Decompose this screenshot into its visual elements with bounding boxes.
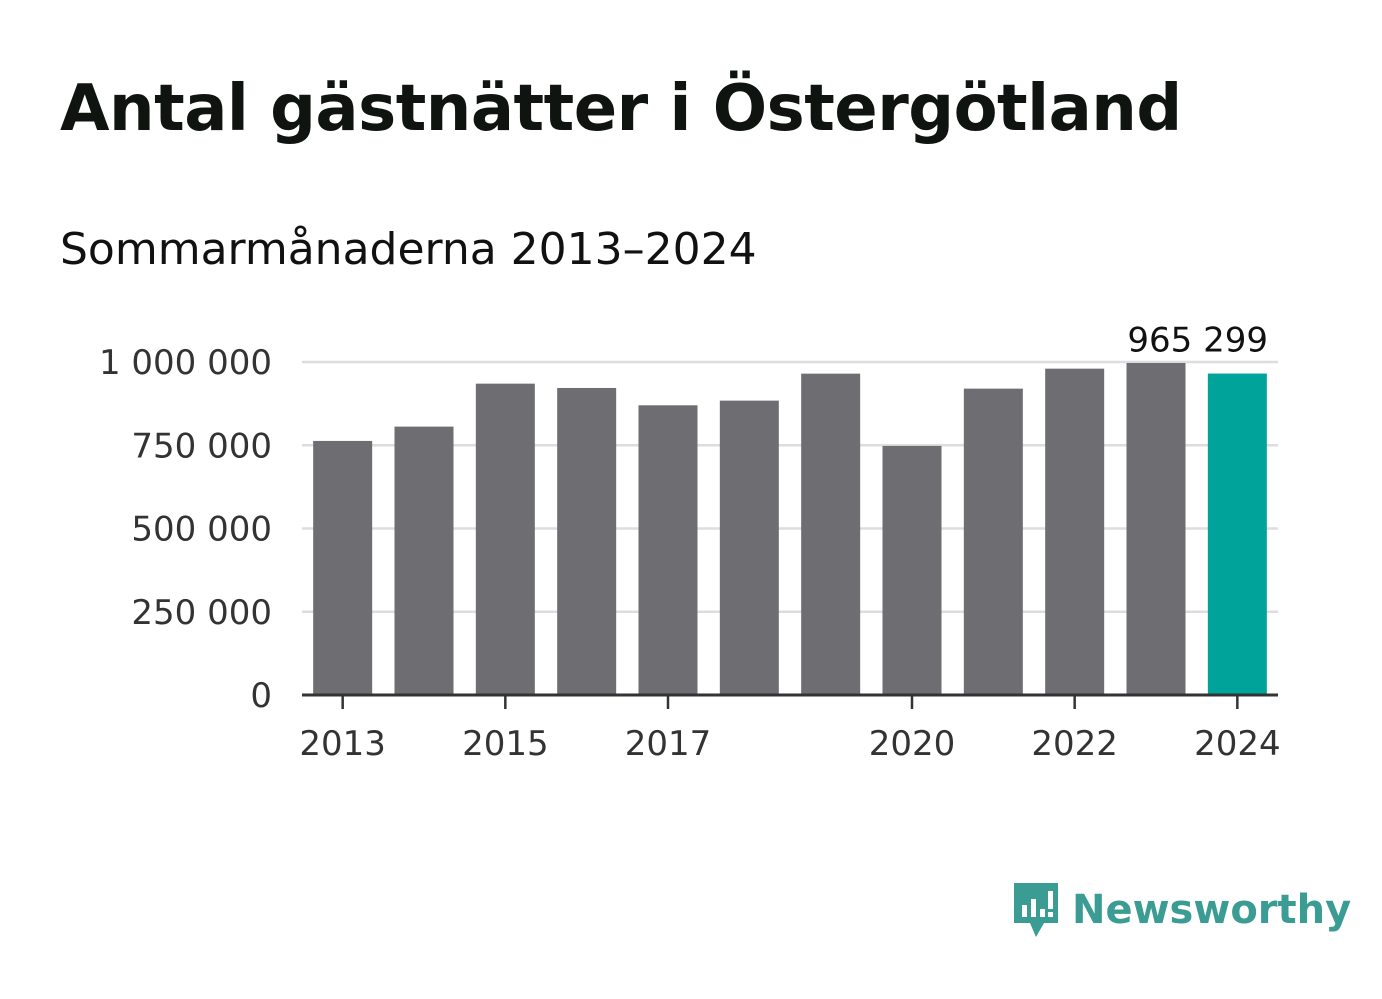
y-tick-label: 250 000 — [131, 593, 272, 633]
grid-lines — [302, 360, 1278, 613]
x-tick-label: 2024 — [1194, 724, 1281, 764]
bar-2019 — [801, 373, 861, 695]
x-tick-label: 2013 — [299, 724, 386, 764]
bar-2017 — [638, 405, 698, 695]
brand-name: Newsworthy — [1072, 887, 1352, 933]
bar-2022 — [1045, 368, 1105, 695]
bar-2015 — [475, 383, 535, 695]
x-tick-label: 2015 — [462, 724, 549, 764]
chart-title: Antal gästnätter i Östergötland — [60, 72, 1182, 146]
y-tick-label: 0 — [250, 676, 272, 716]
bar-2024 — [1207, 373, 1267, 695]
y-tick-label: 500 000 — [131, 510, 272, 550]
brand-logo: Newsworthy — [1010, 878, 1351, 942]
x-tick-label: 2017 — [625, 724, 712, 764]
bars — [313, 362, 1267, 695]
bar-2020 — [882, 445, 942, 695]
labels: 0 250 000 500 000 750 000 1 000 000 2013 2015 2… — [99, 321, 1281, 764]
axes — [302, 693, 1278, 709]
bar-2016 — [557, 387, 617, 695]
y-tick-label: 1 000 000 — [99, 343, 272, 383]
bar-2018 — [719, 400, 779, 695]
x-tick-label: 2022 — [1031, 724, 1118, 764]
bar-2013 — [313, 440, 373, 695]
chart-subtitle: Sommarmånaderna 2013–2024 — [60, 224, 757, 275]
x-tick-label: 2020 — [869, 724, 956, 764]
y-tick-label: 750 000 — [131, 426, 272, 466]
bar-2023 — [1126, 362, 1186, 695]
bar-2014 — [394, 426, 454, 695]
bar-2021 — [963, 388, 1023, 695]
newsworthy-logo-icon — [1014, 883, 1058, 937]
data-label-2024: 965 299 — [1127, 321, 1268, 361]
